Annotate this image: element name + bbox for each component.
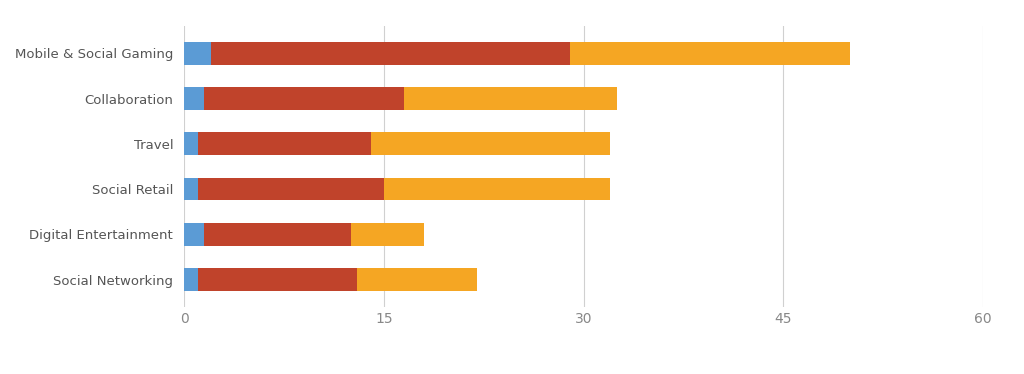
Bar xyxy=(184,42,211,65)
Bar xyxy=(198,268,357,291)
Bar xyxy=(570,42,850,65)
Bar xyxy=(384,178,610,200)
Bar xyxy=(403,87,616,110)
Bar xyxy=(204,223,350,246)
Bar xyxy=(350,223,424,246)
Bar xyxy=(184,132,198,155)
Bar xyxy=(371,132,610,155)
Bar xyxy=(184,223,204,246)
Bar xyxy=(198,178,384,200)
Bar xyxy=(184,178,198,200)
Bar xyxy=(357,268,477,291)
Bar xyxy=(198,132,371,155)
Bar xyxy=(184,268,198,291)
Bar xyxy=(211,42,570,65)
Bar xyxy=(184,87,204,110)
Bar xyxy=(204,87,403,110)
